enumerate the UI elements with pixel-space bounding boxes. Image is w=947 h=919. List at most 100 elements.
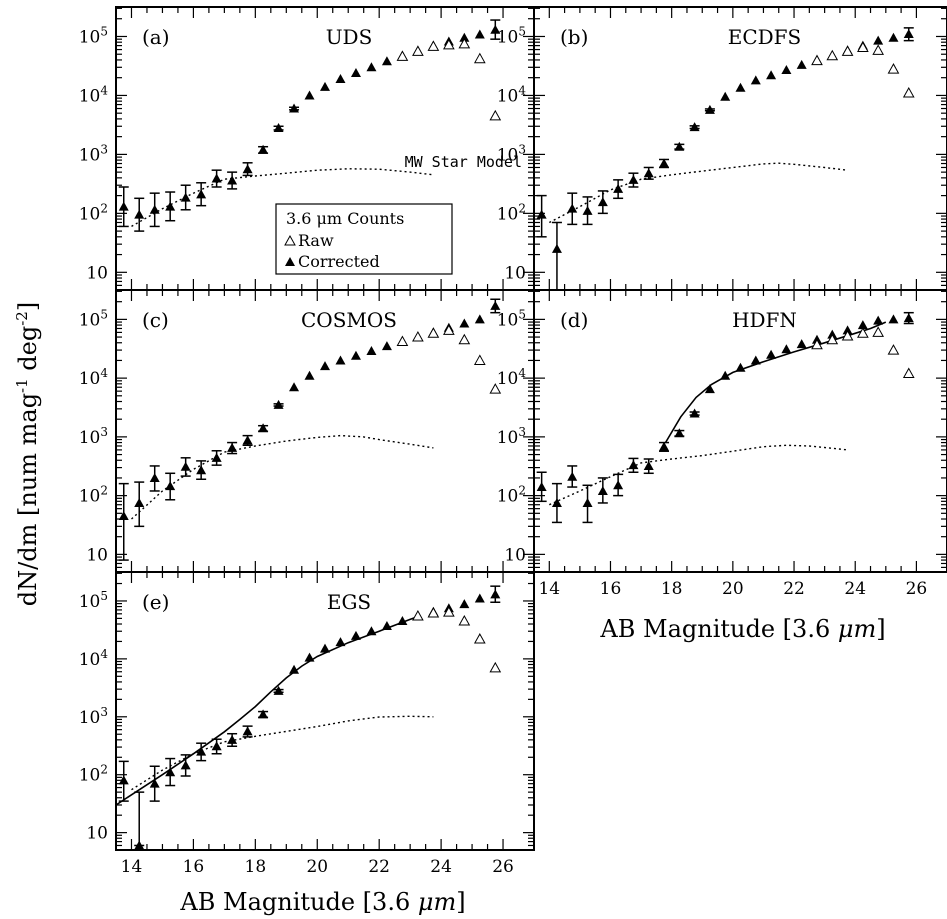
corrected-point [134, 209, 145, 219]
y-tick-label: 103 [79, 142, 108, 165]
corrected-point [459, 32, 470, 42]
corrected-point [888, 32, 899, 42]
corrected-point [704, 104, 715, 114]
corrected-point [720, 370, 731, 380]
corrected-point [289, 103, 300, 113]
corrected-point [628, 460, 639, 470]
x-tick-label: 26 [492, 857, 514, 877]
y-axis-title: dN/dm [num mag-1 deg-2] [13, 302, 42, 606]
corrected-point [551, 497, 562, 507]
corrected-point [888, 314, 899, 324]
corrected-point [689, 408, 700, 418]
x-tick-label: 22 [783, 579, 805, 599]
corrected-point [474, 29, 485, 39]
raw-point [887, 344, 900, 355]
panel-frame [115, 289, 535, 573]
corrected-point [180, 760, 191, 770]
x-tick-label: 16 [183, 857, 205, 877]
legend-corrected-marker [285, 257, 295, 266]
corrected-point [536, 209, 547, 219]
x-axis-title-right: AB Magnitude [3.6 μm] [599, 615, 885, 643]
corrected-point [474, 593, 485, 603]
corrected-point [381, 56, 392, 66]
model-line [131, 168, 434, 228]
legend-box [275, 203, 453, 275]
panel-tag: (b) [560, 25, 588, 49]
raw-point [412, 331, 424, 342]
raw-point [412, 45, 424, 56]
corrected-point [165, 201, 176, 211]
y-tick-label: 102 [79, 484, 108, 507]
corrected-point [674, 428, 685, 438]
fit-line [115, 615, 420, 806]
corrected-point [211, 452, 222, 462]
fit-line [664, 321, 887, 444]
panel-cosmos: 10 102 103 104 105 (c) COSMOS [79, 289, 535, 573]
raw-point [443, 324, 455, 335]
corrected-point [350, 68, 361, 78]
legend-title: 3.6 μm Counts [286, 209, 404, 228]
corrected-point [320, 643, 330, 653]
x-tick-label: 20 [306, 857, 328, 877]
x-tick-label: 22 [368, 857, 390, 877]
corrected-point [258, 423, 269, 433]
corrected-point [227, 442, 238, 452]
panel-name: ECDFS [728, 25, 802, 49]
corrected-point [490, 589, 501, 599]
corrected-point [258, 709, 269, 719]
y-tick-label: 103 [79, 425, 108, 448]
y-tick-label: 102 [497, 201, 526, 224]
y-tick-label: 104 [497, 83, 527, 106]
corrected-point [335, 637, 346, 647]
corrected-point [659, 158, 670, 168]
raw-point [412, 609, 424, 621]
corrected-point [781, 344, 792, 354]
corrected-point [597, 197, 608, 207]
corrected-point [567, 471, 578, 481]
panel-name: EGS [327, 590, 371, 614]
raw-point [458, 333, 471, 345]
corrected-point [134, 497, 145, 507]
corrected-point [366, 345, 377, 355]
corrected-point [118, 775, 129, 785]
panel-frame [115, 571, 535, 851]
corrected-point [320, 361, 330, 371]
x-axis-title-bottom: AB Magnitude [3.6 μm] [179, 888, 465, 916]
legend-raw-label: Raw [298, 231, 334, 250]
corrected-point [490, 300, 501, 310]
raw-point [427, 606, 440, 618]
corrected-point [567, 203, 578, 213]
raw-point [811, 338, 823, 350]
corrected-point [196, 746, 207, 756]
y-tick-label: 10 [86, 824, 108, 844]
corrected-point [366, 626, 377, 636]
y-tick-label: 104 [79, 366, 109, 389]
raw-point [841, 330, 854, 341]
x-tick-label: 26 [906, 579, 928, 599]
corrected-point [211, 173, 222, 183]
y-tick-label: 104 [79, 83, 109, 106]
corrected-point [674, 141, 685, 151]
corrected-point [242, 164, 253, 174]
model-line [548, 162, 848, 224]
corrected-point [196, 465, 207, 475]
raw-point [396, 50, 409, 61]
corrected-point [459, 318, 470, 328]
corrected-point [366, 62, 377, 72]
corrected-point [289, 664, 300, 674]
y-tick-label: 105 [497, 307, 526, 330]
raw-point [902, 86, 915, 98]
raw-point [826, 49, 839, 61]
raw-point [826, 333, 839, 345]
y-tick-label: 104 [79, 647, 109, 670]
corrected-point [643, 168, 654, 178]
raw-point [473, 52, 486, 64]
model-line [131, 434, 434, 520]
panel-name: HDFN [732, 308, 797, 332]
panel-hdfn: 14 16 18 20 22 24 26 10 102 103 104 105 (d) HDFN [497, 289, 947, 599]
corrected-point [304, 90, 315, 100]
corrected-point [118, 510, 129, 520]
corrected-point [873, 315, 884, 325]
raw-point [427, 327, 440, 338]
model-line [131, 715, 434, 791]
